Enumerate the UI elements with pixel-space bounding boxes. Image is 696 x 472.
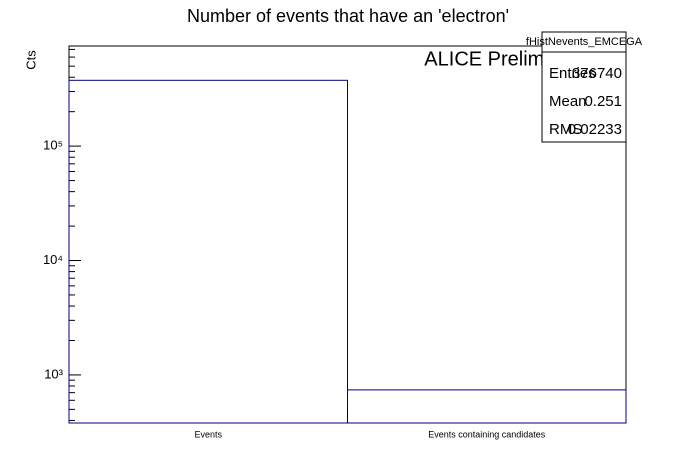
y-tick-label: 10⁴	[43, 252, 63, 267]
bar	[347, 389, 627, 424]
chart-title: Number of events that have an 'electron'	[187, 6, 509, 26]
y-axis-label: Cts	[23, 50, 38, 70]
stats-title: fHistNevents_EMCEGA	[526, 36, 643, 48]
bar	[68, 79, 348, 424]
stats-key: RMS	[549, 121, 582, 138]
stats-value: 376740	[572, 65, 622, 82]
y-tick-label: 10³	[44, 366, 63, 381]
x-tick-label: Events containing candidates	[428, 429, 546, 439]
x-tick-label: Events	[194, 429, 222, 439]
stats-box	[541, 31, 627, 143]
stats-value: 0.251	[584, 93, 622, 110]
stats-key: Mean	[549, 93, 587, 110]
y-tick-label: 10⁵	[43, 138, 63, 153]
stats-value: 0.02233	[568, 121, 622, 138]
stats-key: Entries	[549, 65, 596, 82]
